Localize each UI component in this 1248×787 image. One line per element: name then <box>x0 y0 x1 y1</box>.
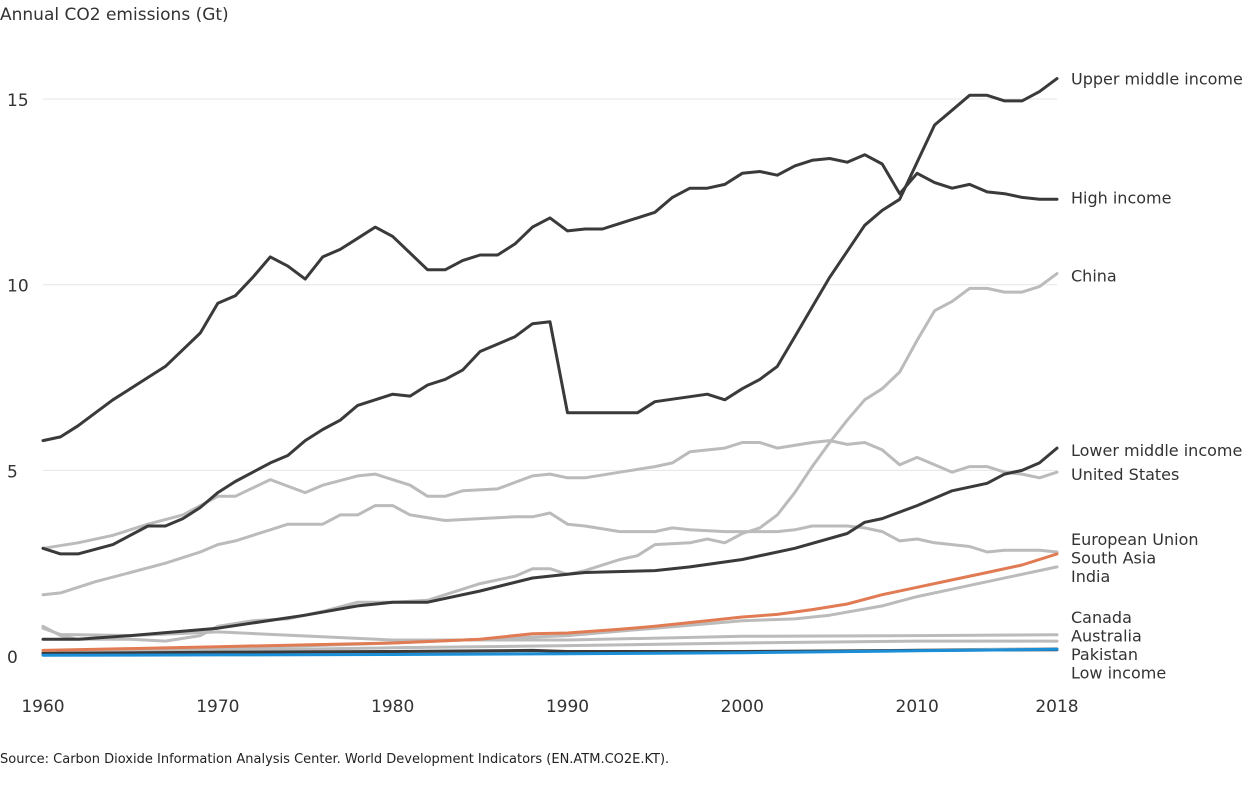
series-line-china <box>41 272 1059 643</box>
x-tick-label: 2000 <box>721 697 764 717</box>
series-line-south-asia <box>41 552 1059 652</box>
series-label-india: India <box>1071 567 1110 586</box>
y-tick-label: 15 <box>7 91 29 111</box>
series-line-canada <box>41 626 1059 642</box>
series-label-pakistan: Pakistan <box>1071 645 1138 664</box>
series-label-european-union: European Union <box>1071 530 1199 549</box>
x-tick-label: 2010 <box>896 697 939 717</box>
series-line-upper-middle-income <box>41 77 1059 556</box>
series-label-china: China <box>1071 266 1117 285</box>
y-tick-label: 0 <box>7 648 18 668</box>
series-label-canada: Canada <box>1071 608 1132 627</box>
series-line-lower-middle-income <box>41 446 1059 641</box>
series-line-pakistan <box>41 647 1059 657</box>
series-label-united-states: United States <box>1071 465 1179 484</box>
x-tick-label: 2018 <box>1035 697 1078 717</box>
y-axis-title: Annual CO2 emissions (Gt) <box>0 5 229 25</box>
series-label-upper-middle-income: Upper middle income <box>1071 70 1243 89</box>
source-note: Source: Carbon Dioxide Information Analy… <box>0 752 670 767</box>
x-tick-label: 1980 <box>371 697 414 717</box>
series-label-australia: Australia <box>1071 627 1142 646</box>
y-tick-label: 10 <box>7 277 29 297</box>
series-label-low-income: Low income <box>1071 664 1166 683</box>
x-tick-label: 1990 <box>546 697 589 717</box>
series-label-south-asia: South Asia <box>1071 549 1156 568</box>
series-label-high-income: High income <box>1071 188 1171 207</box>
series-line-high-income <box>41 153 1059 443</box>
series-label-lower-middle-income: Lower middle income <box>1071 441 1242 460</box>
x-tick-label: 1970 <box>196 697 239 717</box>
x-tick-label: 1960 <box>21 697 64 717</box>
series-line-australia <box>41 639 1059 655</box>
series-line-united-states <box>41 439 1059 550</box>
series-line-european-union <box>41 504 1059 597</box>
y-tick-label: 5 <box>7 462 18 482</box>
